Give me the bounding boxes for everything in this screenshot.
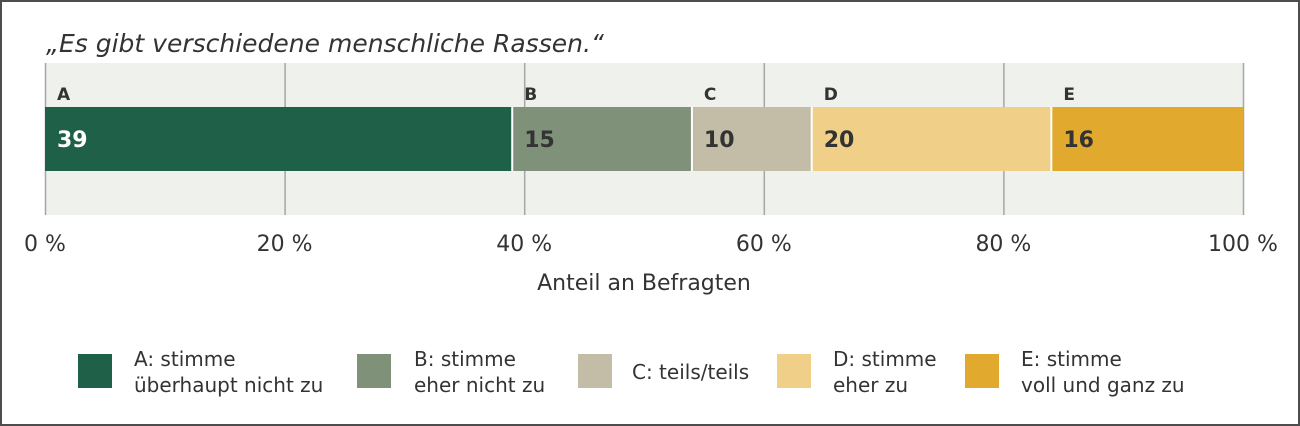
x-axis-label: Anteil an Befragten [537, 271, 751, 296]
chart-title: „Es gibt verschiedene menschliche Rassen… [46, 29, 604, 58]
segment-letter-d: D [824, 85, 838, 105]
bar-segment-a [45, 107, 513, 171]
tick-label: 40 % [496, 232, 552, 257]
data-label-e: 16 [1063, 128, 1094, 153]
bar-segment-e [1051, 107, 1243, 171]
x-axis: 0 % 20 % 40 % 60 % 80 % 100 % [24, 232, 1278, 257]
bar-segment-b [512, 107, 692, 171]
stacked-bar: A 39 B 15 C 10 D 20 E 16 [45, 85, 1243, 171]
tick-label: 100 % [1208, 232, 1278, 257]
legend-swatch-b [357, 354, 391, 388]
segment-letter-a: A [57, 85, 71, 105]
segment-letter-c: C [704, 85, 716, 105]
data-label-d: 20 [824, 128, 855, 153]
legend-label-b: B: stimme eher nicht zu [414, 347, 546, 397]
legend-swatch-d [777, 354, 811, 388]
data-label-b: 15 [524, 128, 555, 153]
segment-letter-b: B [524, 85, 537, 105]
data-label-a: 39 [57, 128, 88, 153]
tick-label: 0 % [24, 232, 66, 257]
data-label-c: 10 [704, 128, 735, 153]
legend-label-e: E: stimme voll und ganz zu [1021, 347, 1185, 397]
legend-swatch-e [965, 354, 999, 388]
tick-label: 80 % [975, 232, 1031, 257]
legend-label-d: D: stimme eher zu [833, 347, 937, 397]
segment-letter-e: E [1063, 85, 1075, 105]
bar-segment-d [811, 107, 1052, 171]
legend-label-c: C: teils/teils [632, 360, 750, 384]
tick-label: 60 % [736, 232, 792, 257]
legend-label-a: A: stimme überhaupt nicht zu [134, 347, 324, 397]
legend-swatch-c [578, 354, 612, 388]
tick-label: 20 % [257, 232, 313, 257]
bar-segment-c [691, 107, 812, 171]
legend-swatch-a [78, 354, 112, 388]
